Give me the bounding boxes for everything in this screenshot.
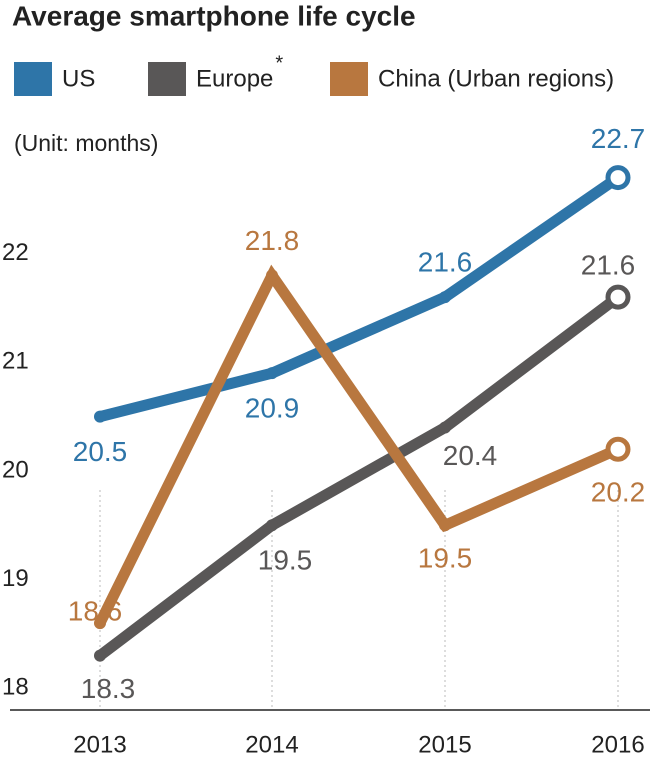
legend-label: US: [62, 65, 95, 92]
legend-label: China (Urban regions): [378, 65, 614, 92]
y-tick-label: 19: [2, 565, 29, 592]
data-label: 18.6: [68, 595, 123, 626]
data-label: 21.6: [418, 247, 473, 278]
data-point: [605, 165, 631, 191]
data-label: 19.5: [258, 545, 313, 576]
x-tick-label: 2013: [73, 731, 126, 758]
data-label: 21.8: [245, 225, 300, 256]
series-line: [95, 264, 621, 626]
data-point: [605, 436, 631, 462]
legend-footnote: *: [275, 52, 283, 74]
data-point: [266, 269, 278, 282]
data-point: [439, 421, 451, 434]
data-label: 19.5: [418, 543, 473, 574]
data-label: 20.9: [245, 393, 300, 424]
y-tick-label: 21: [2, 348, 29, 375]
y-tick-label: 20: [2, 456, 29, 483]
data-label: 20.5: [73, 436, 128, 467]
data-point: [94, 410, 106, 423]
data-label: 18.3: [81, 673, 136, 704]
unit-label: (Unit: months): [14, 130, 158, 156]
series-line: [96, 292, 622, 661]
data-point: [94, 649, 106, 662]
data-label: 21.6: [581, 250, 636, 281]
data-point: [266, 519, 278, 532]
data-label: 22.7: [591, 123, 646, 154]
data-point: [439, 519, 451, 532]
legend-swatch: [148, 62, 186, 96]
y-tick-label: 18: [2, 674, 29, 701]
series-line: [98, 173, 622, 422]
data-point: [439, 291, 451, 304]
data-label: 20.4: [443, 440, 498, 471]
x-tick-label: 2015: [418, 731, 471, 758]
legend-swatch: [330, 62, 368, 96]
legend-label: Europe: [196, 65, 273, 92]
chart-title: Average smartphone life cycle: [12, 0, 416, 31]
x-tick-label: 2014: [245, 731, 298, 758]
data-point: [605, 284, 631, 310]
legend-swatch: [14, 62, 52, 96]
data-point: [266, 367, 278, 380]
y-tick-label: 22: [2, 239, 29, 266]
x-tick-label: 2016: [591, 731, 644, 758]
data-label: 20.2: [591, 477, 646, 508]
data-point: [94, 617, 106, 630]
